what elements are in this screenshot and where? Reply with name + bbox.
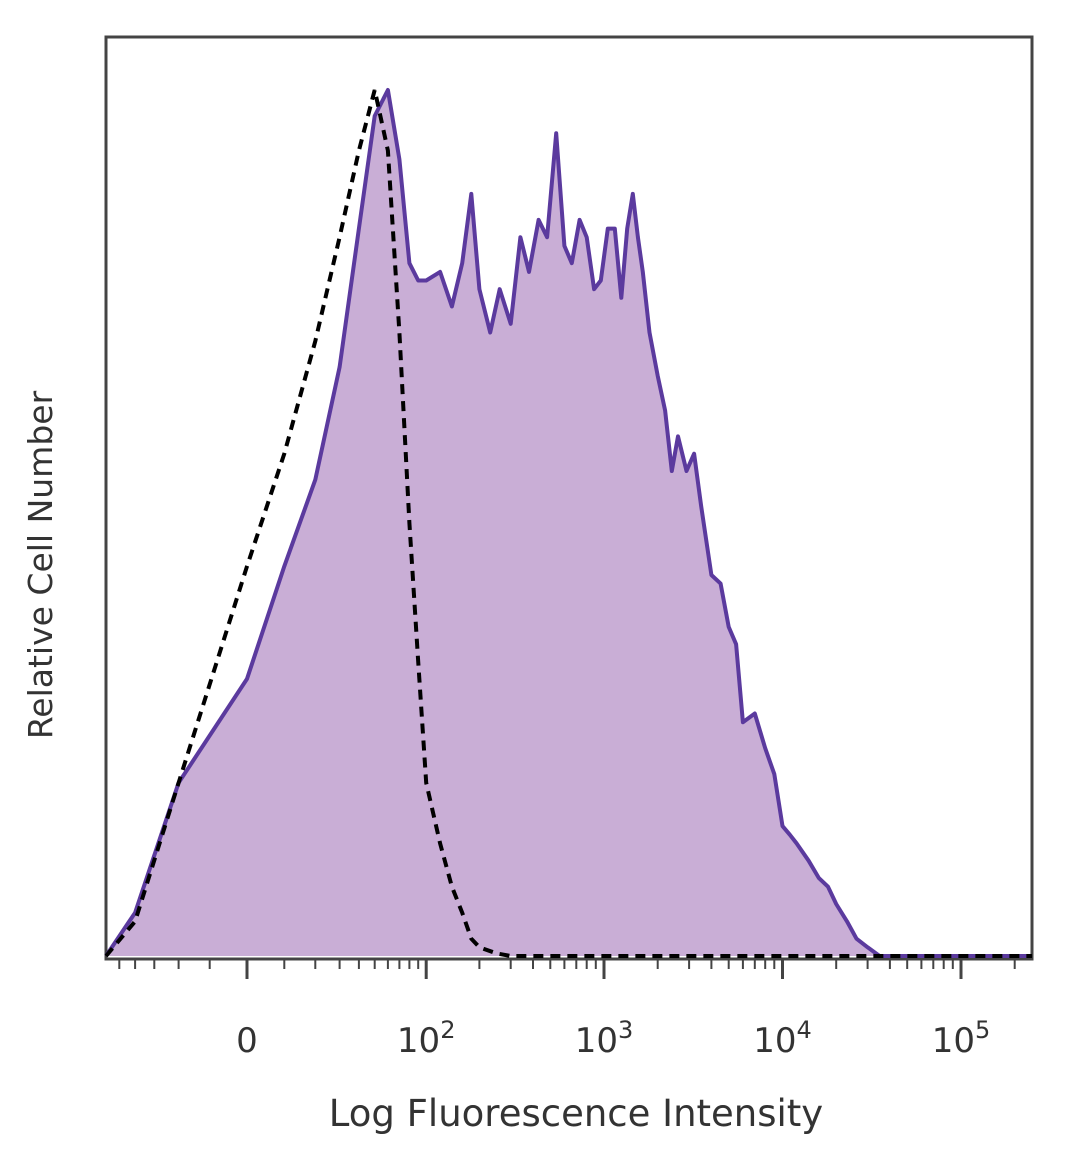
x-tick-label: 103 [575,1016,634,1061]
x-tick-label: 105 [932,1016,991,1061]
stained-histogram-fill [106,90,1032,956]
y-axis-label: Relative Cell Number [21,390,60,739]
x-axis-tick-labels: 0 102 103 104 105 [236,1016,990,1061]
x-axis-label: Log Fluorescence Intensity [329,1092,823,1135]
x-tick-label: 104 [753,1016,812,1061]
stained-histogram-outline [104,88,1032,958]
x-tick-label: 102 [397,1016,456,1061]
x-tick-label: 0 [236,1021,258,1061]
x-axis-ticks [118,959,1016,979]
control-histogram-dashed [104,89,1032,958]
series-layer [104,88,1032,958]
